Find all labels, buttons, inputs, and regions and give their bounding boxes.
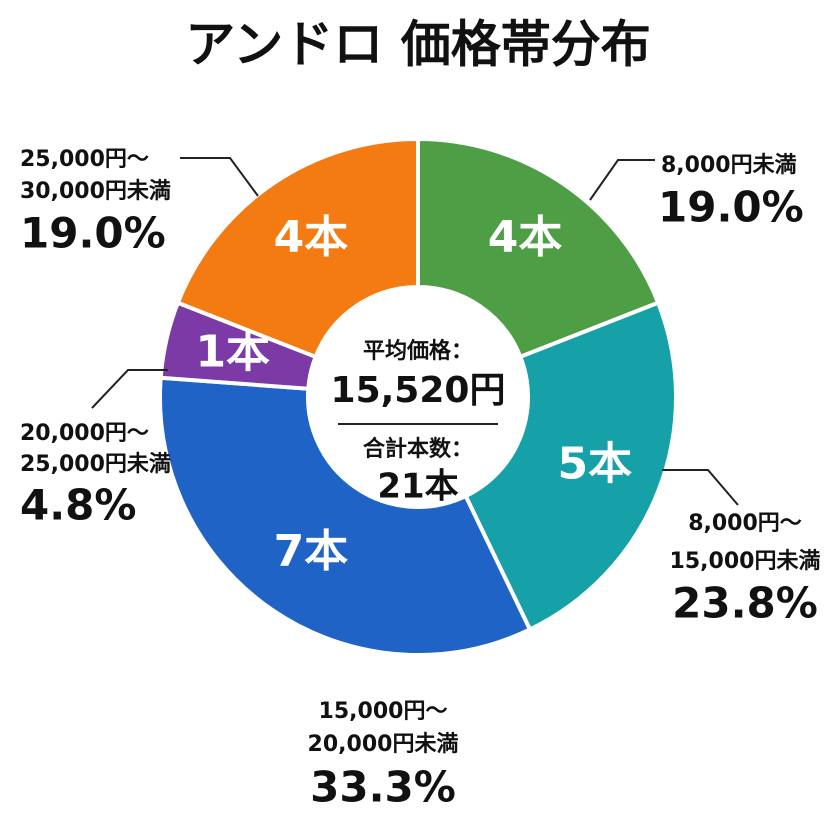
category-label: 15,000円～ xyxy=(319,699,448,724)
category-label: 30,000円未満 xyxy=(20,178,171,204)
percent-label: 33.3% xyxy=(310,763,456,812)
category-label: 8,000円～ xyxy=(688,511,802,536)
category-label: 20,000円未満 xyxy=(308,731,459,757)
category-label: 8,000円未満 xyxy=(661,152,797,178)
slice-label: 4本 xyxy=(274,212,349,263)
category-label: 25,000円未満 xyxy=(20,451,171,477)
center-label: 平均価格： xyxy=(363,338,473,364)
center-value: 15,520円 xyxy=(331,370,506,411)
percent-label: 19.0% xyxy=(658,183,804,232)
center-value: 21本 xyxy=(377,467,458,507)
leader-line xyxy=(180,157,259,197)
slice xyxy=(158,375,533,657)
slice xyxy=(463,300,678,633)
leader-line xyxy=(662,469,739,506)
slice xyxy=(416,136,661,360)
percent-label: 23.8% xyxy=(672,579,818,628)
slice-label: 7本 xyxy=(274,526,349,577)
percent-label: 19.0% xyxy=(20,209,166,258)
category-label: 15,000円未満 xyxy=(670,548,821,574)
center-label: 合計本数： xyxy=(363,436,473,462)
slice-label: 4本 xyxy=(488,212,563,263)
chart-title: アンドロ 価格帯分布 xyxy=(185,16,650,74)
category-label: 20,000円～ xyxy=(20,421,149,446)
slice-label: 5本 xyxy=(558,438,633,489)
leader-line xyxy=(589,159,655,201)
percent-label: 4.8% xyxy=(20,481,136,530)
category-label: 25,000円～ xyxy=(20,147,149,172)
slice xyxy=(175,136,420,360)
leader-line xyxy=(91,369,168,409)
